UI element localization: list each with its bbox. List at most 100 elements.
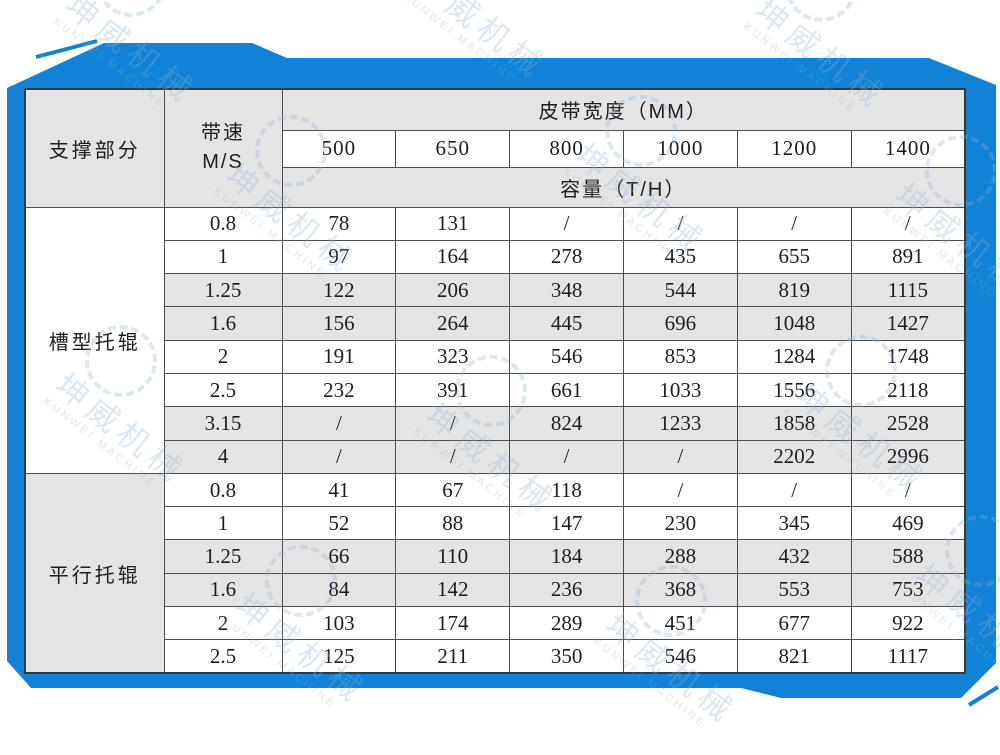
capacity-value: 156 — [281, 306, 397, 341]
table-row: 2 191 323 546 853 1284 1748 — [25, 339, 966, 374]
speed-value: 1.6 — [163, 306, 283, 341]
capacity-value: 206 — [395, 273, 511, 308]
support-part-header: 支撑部分 — [24, 88, 165, 208]
capacity-value: 122 — [281, 273, 397, 308]
capacity-value: 677 — [736, 606, 852, 641]
speed-value: 3.15 — [163, 406, 283, 441]
table-row: 2.5 125 211 350 546 821 1117 — [25, 639, 966, 674]
capacity-value: 435 — [622, 239, 738, 275]
speed-value: 2 — [163, 339, 283, 374]
belt-width-500: 500 — [281, 129, 397, 168]
capacity-value: 922 — [850, 606, 966, 641]
capacity-value: 546 — [622, 639, 738, 674]
capacity-value: 174 — [395, 606, 511, 641]
capacity-value: 853 — [622, 339, 738, 374]
speed-value: 2.5 — [163, 639, 283, 674]
capacity-value: 1115 — [850, 273, 966, 308]
capacity-value: 103 — [281, 606, 397, 641]
capacity-value: / — [850, 206, 966, 241]
capacity-value: / — [622, 206, 738, 241]
capacity-value: 1748 — [850, 339, 966, 374]
speed-value: 1 — [163, 506, 283, 541]
capacity-value: / — [736, 206, 852, 241]
capacity-value: 288 — [622, 539, 738, 574]
section-label: 平行托辊 — [24, 472, 165, 674]
capacity-value: 1858 — [736, 406, 852, 441]
capacity-value: / — [395, 439, 511, 474]
belt-width-1000: 1000 — [622, 129, 738, 168]
capacity-value: 66 — [281, 539, 397, 574]
capacity-value: 323 — [395, 339, 511, 374]
capacity-value: 52 — [281, 506, 397, 541]
belt-speed-label-cn: 带速 — [201, 122, 245, 145]
table-row: 2.5 232 391 661 1033 1556 2118 — [25, 372, 966, 408]
capacity-value: 348 — [509, 273, 624, 308]
capacity-value: 41 — [281, 472, 397, 508]
capacity-value: 819 — [736, 273, 852, 308]
speed-value: 2 — [163, 606, 283, 641]
capacity-value: 824 — [509, 406, 624, 441]
table-row: 1.25 122 206 348 544 819 1115 — [25, 273, 966, 308]
belt-speed-label-unit: M/S — [202, 151, 244, 174]
capacity-value: 2528 — [850, 406, 966, 441]
table-row: 平行托辊 0.8 41 67 118// / — [24, 472, 966, 674]
capacity-value: 1033 — [622, 372, 738, 408]
capacity-value: 125 — [281, 639, 397, 674]
capacity-value: 164 — [395, 239, 511, 275]
header-row-capacity: 容量（T/H） — [25, 166, 966, 208]
belt-width-1200: 1200 — [736, 129, 852, 168]
speed-value: 2.5 — [163, 372, 283, 408]
capacity-value: / — [281, 439, 397, 474]
header-row-top: 支撑部分 带速 M/S 皮带宽度（MM） — [24, 88, 966, 208]
capacity-value: 1556 — [736, 372, 852, 408]
capacity-value: 553 — [736, 572, 852, 608]
table-row: 1 97 164 278 435 655 891 — [25, 239, 966, 275]
speed-value: 0.8 — [163, 206, 283, 241]
speed-value: 1.25 — [163, 273, 283, 308]
capacity-value: 264 — [395, 306, 511, 341]
capacity-value: 230 — [622, 506, 738, 541]
capacity-value: / — [850, 472, 966, 508]
table-row: 槽型托辊 0.8 78 131// / / — [24, 206, 966, 474]
capacity-value: 661 — [509, 372, 624, 408]
capacity-value: 1117 — [850, 639, 966, 674]
capacity-value: 821 — [736, 639, 852, 674]
capacity-value: 289 — [509, 606, 624, 641]
capacity-value: 191 — [281, 339, 397, 374]
belt-width-header: 皮带宽度（MM） — [281, 88, 966, 131]
capacity-value: 184 — [509, 539, 624, 574]
capacity-value: 110 — [395, 539, 511, 574]
capacity-value: 544 — [622, 273, 738, 308]
table-row: 2 103 174 289 451 677 922 — [25, 606, 966, 641]
capacity-value: 891 — [850, 239, 966, 275]
speed-value: 1.25 — [163, 539, 283, 574]
table-row: 1 52 88 147 230 345 469 — [25, 506, 966, 541]
belt-speed-header: 带速 M/S — [163, 88, 283, 208]
capacity-table: 支撑部分 带速 M/S 皮带宽度（MM） 500 650 800 1000 12… — [24, 88, 966, 675]
capacity-value: / — [622, 472, 738, 508]
capacity-value: 236 — [509, 572, 624, 608]
capacity-value: 131 — [395, 206, 511, 241]
speed-value: 1.6 — [163, 572, 283, 608]
capacity-value: 78 — [281, 206, 397, 241]
capacity-header: 容量（T/H） — [281, 166, 966, 208]
capacity-value: 211 — [395, 639, 511, 674]
capacity-value: 432 — [736, 539, 852, 574]
capacity-value: 696 — [622, 306, 738, 341]
capacity-value: 588 — [850, 539, 966, 574]
speed-value: 4 — [163, 439, 283, 474]
capacity-value: 1048 — [736, 306, 852, 341]
capacity-value: 1233 — [622, 406, 738, 441]
capacity-value: / — [622, 439, 738, 474]
table-row: 1.25 66 110 184 288 432 588 — [25, 539, 966, 574]
capacity-value: 118 — [509, 472, 624, 508]
capacity-value: 445 — [509, 306, 624, 341]
table-row: 3.15//824 1233 1858 2528 — [25, 406, 966, 441]
belt-width-1400: 1400 — [850, 129, 966, 168]
capacity-value: 88 — [395, 506, 511, 541]
header-row-widths: 500 650 800 1000 1200 1400 — [25, 129, 966, 168]
capacity-value: 147 — [509, 506, 624, 541]
table-row: 4// //2202 2996 — [25, 439, 966, 474]
capacity-value: / — [736, 472, 852, 508]
